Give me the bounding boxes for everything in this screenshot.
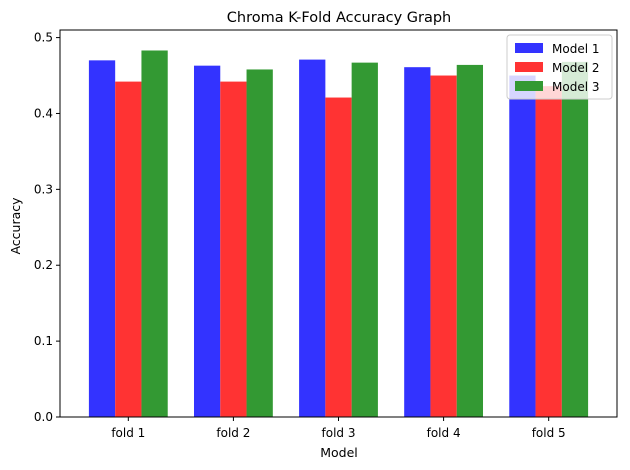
y-axis-label: Accuracy — [8, 197, 23, 255]
x-tick-label: fold 1 — [111, 426, 145, 440]
x-ticks: fold 1 fold 2 fold 3 fold 4 fold 5 — [111, 417, 566, 440]
bar-3-fold-4 — [456, 64, 484, 417]
chart-title: Chroma K-Fold Accuracy Graph — [227, 10, 452, 26]
bar-3-fold-5 — [561, 61, 589, 418]
bar-2-fold-4 — [430, 75, 457, 417]
bar-3-fold-3 — [351, 62, 378, 417]
bar-2-fold-5 — [535, 86, 562, 417]
bar-3-fold-2 — [246, 69, 273, 417]
legend-label: Model 3 — [552, 80, 599, 94]
bar-2-fold-1 — [115, 81, 142, 417]
x-tick-label: fold 5 — [532, 426, 566, 440]
bar-1-fold-1 — [88, 60, 116, 418]
y-tick-label: 0.3 — [34, 182, 53, 196]
y-tick-label: 0.5 — [34, 31, 53, 45]
legend-label: Model 2 — [552, 61, 599, 75]
x-axis-label: Model — [320, 445, 358, 460]
legend-swatch — [515, 43, 543, 53]
bar-2-fold-2 — [220, 81, 247, 417]
y-ticks: 0.0 0.1 0.2 0.3 0.4 0.5 — [34, 31, 60, 424]
x-tick-label: fold 2 — [216, 426, 250, 440]
bar-3-fold-1 — [141, 50, 168, 418]
legend-label: Model 1 — [552, 42, 599, 56]
x-tick-label: fold 3 — [322, 426, 356, 440]
legend: Model 1 Model 2 Model 3 — [506, 34, 613, 100]
bar-1-fold-5 — [509, 75, 536, 417]
bar-1-fold-2 — [193, 65, 221, 417]
y-tick-label: 0.4 — [34, 106, 53, 120]
y-tick-label: 0.0 — [34, 410, 53, 424]
x-tick-label: fold 4 — [427, 426, 461, 440]
y-tick-label: 0.1 — [34, 334, 53, 348]
bar-2-fold-3 — [325, 97, 352, 418]
bar-1-fold-4 — [404, 67, 431, 418]
bars — [88, 50, 589, 418]
legend-swatch — [515, 81, 543, 91]
legend-swatch — [515, 62, 543, 72]
y-tick-label: 0.2 — [34, 258, 53, 272]
bar-1-fold-3 — [299, 59, 326, 417]
